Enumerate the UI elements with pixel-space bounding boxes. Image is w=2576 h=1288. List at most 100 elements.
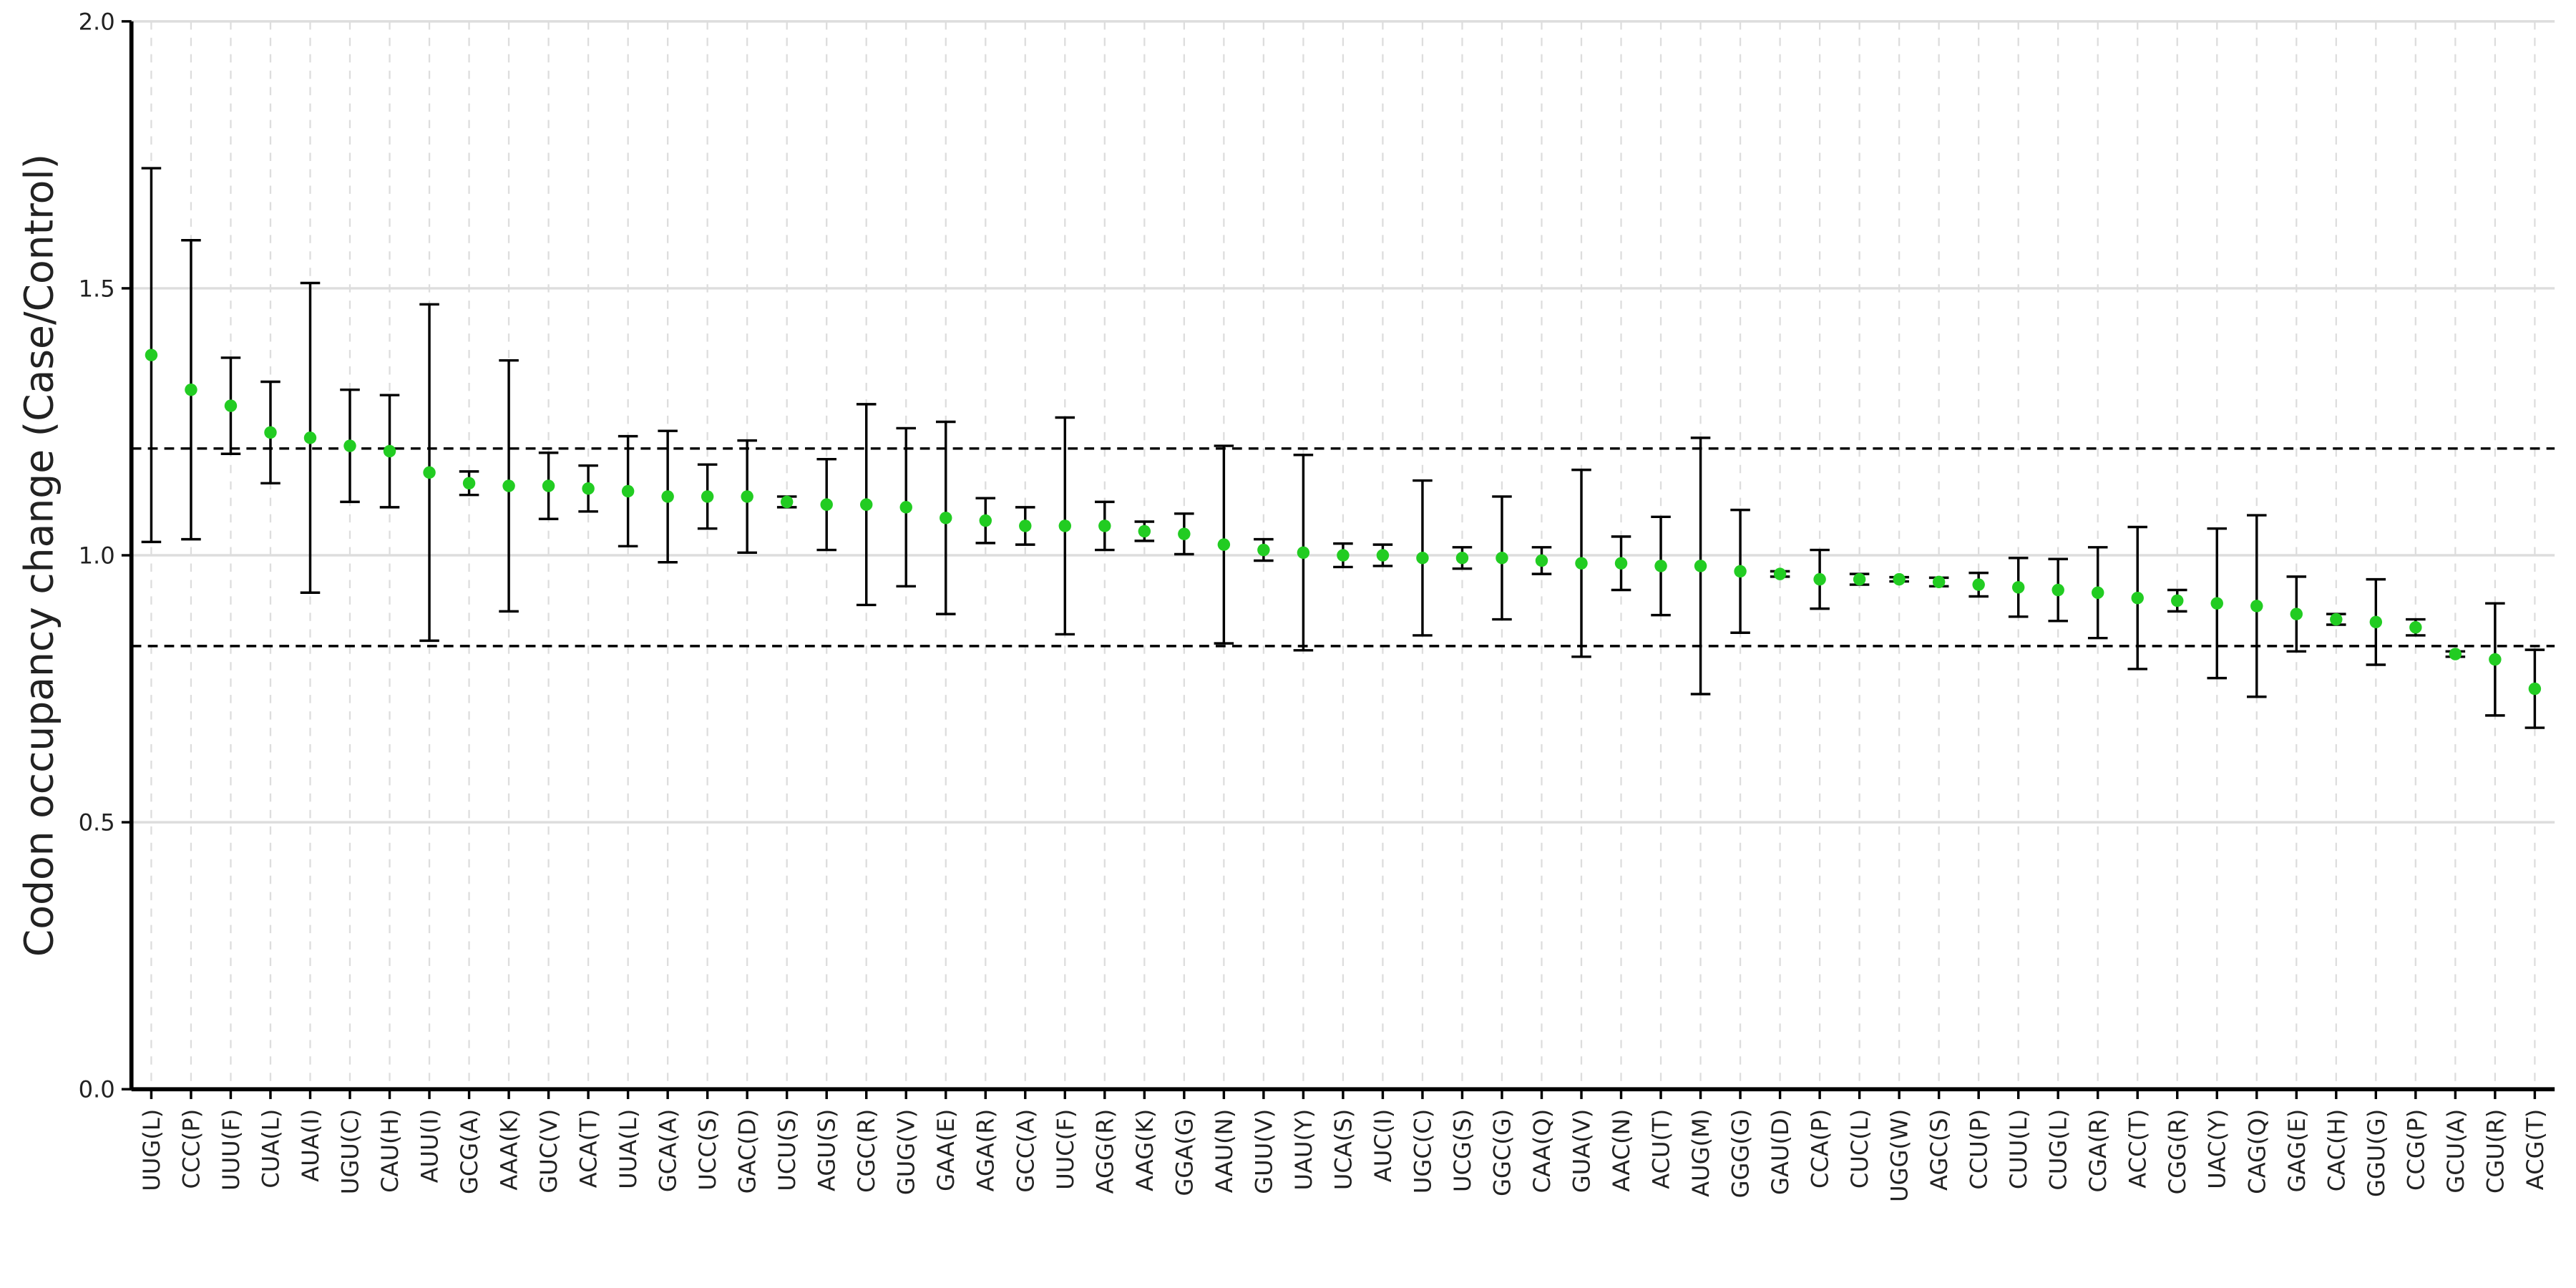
point	[859, 498, 873, 511]
point	[1058, 519, 1072, 532]
point	[423, 466, 436, 479]
x-tick-label: UCC(S)	[694, 1109, 721, 1191]
point	[2409, 621, 2422, 634]
x-tick-label: CCU(P)	[1966, 1109, 1993, 1190]
point	[343, 439, 356, 452]
point	[701, 490, 714, 503]
point	[1773, 567, 1787, 580]
point	[2051, 583, 2064, 597]
point	[2330, 613, 2343, 626]
x-tick-label: GGU(G)	[2363, 1109, 2390, 1197]
point	[582, 482, 595, 495]
point	[542, 479, 555, 492]
x-tick-label: CUA(L)	[257, 1109, 284, 1189]
point	[621, 484, 635, 498]
point	[940, 512, 952, 525]
point	[780, 495, 794, 509]
point	[502, 479, 515, 492]
point	[2210, 597, 2223, 610]
point	[979, 514, 992, 527]
x-tick-label: ACU(T)	[1648, 1109, 1675, 1189]
x-tick-label: CAG(Q)	[2243, 1109, 2270, 1194]
x-tick-label: UUA(L)	[615, 1109, 642, 1189]
point	[1932, 575, 1946, 589]
point	[1893, 572, 1906, 586]
x-tick-label: AGU(S)	[814, 1109, 841, 1191]
point	[1654, 560, 1667, 572]
y-tick-label: 1.0	[79, 542, 115, 570]
x-tick-label: GCU(A)	[2442, 1109, 2469, 1194]
x-tick-label: GCG(A)	[456, 1109, 483, 1194]
point	[1455, 552, 1469, 565]
y-tick-label: 2.0	[79, 8, 115, 35]
x-tick-label: AAU(N)	[1211, 1109, 1238, 1193]
x-tick-label: CUU(L)	[2005, 1109, 2032, 1189]
x-tick-label: CGU(R)	[2482, 1109, 2509, 1194]
point	[1297, 546, 1310, 560]
point	[2011, 581, 2025, 594]
point	[1813, 572, 1826, 586]
point	[264, 426, 277, 439]
point	[1734, 565, 1747, 578]
point	[1257, 543, 1270, 557]
x-tick-label: GCC(A)	[1012, 1109, 1039, 1193]
x-tick-label: CGG(R)	[2164, 1109, 2191, 1195]
point	[2489, 653, 2502, 666]
x-tick-label: GCA(A)	[655, 1109, 682, 1192]
x-tick-label: CGC(R)	[853, 1109, 880, 1193]
x-tick-label: AGG(R)	[1091, 1109, 1118, 1194]
point	[1376, 549, 1390, 562]
x-tick-label: AUG(M)	[1687, 1109, 1714, 1197]
point	[224, 399, 238, 412]
x-tick-label: AAG(K)	[1131, 1109, 1158, 1191]
point	[741, 490, 753, 503]
x-tick-label: UUC(F)	[1052, 1109, 1079, 1190]
x-tick-label: CAC(H)	[2323, 1109, 2350, 1192]
point	[2250, 600, 2263, 613]
point	[1535, 554, 1548, 567]
x-tick-label: UAU(Y)	[1290, 1109, 1317, 1191]
point	[185, 383, 197, 396]
x-tick-label: AUC(I)	[1370, 1109, 1397, 1182]
x-tick-label: CGA(R)	[2084, 1109, 2112, 1193]
x-tick-label: GGG(G)	[1727, 1109, 1755, 1199]
x-tick-label: ACA(T)	[575, 1109, 602, 1189]
x-tick-label: AUA(I)	[297, 1109, 324, 1182]
x-tick-label: AAC(N)	[1608, 1109, 1635, 1192]
x-tick-label: CUC(L)	[1846, 1109, 1873, 1189]
x-tick-label: ACC(T)	[2124, 1109, 2152, 1189]
point	[1337, 549, 1350, 562]
x-tick-label: GUG(V)	[893, 1109, 920, 1195]
point	[2171, 594, 2184, 608]
x-tick-label: AGA(R)	[972, 1109, 1000, 1192]
point	[1496, 552, 1508, 565]
x-tick-label: CUG(L)	[2045, 1109, 2072, 1191]
point	[145, 348, 158, 361]
x-tick-label: CCG(P)	[2402, 1109, 2429, 1191]
x-tick-label: ACG(T)	[2522, 1109, 2549, 1190]
x-tick-label: UGG(W)	[1886, 1109, 1913, 1202]
point	[1694, 560, 1707, 572]
x-tick-label: UUG(L)	[138, 1109, 165, 1191]
x-tick-label: UCA(S)	[1330, 1109, 1357, 1190]
x-tick-label: UGC(C)	[1409, 1109, 1436, 1194]
x-tick-label: GAG(E)	[2283, 1109, 2311, 1193]
x-tick-label: GGA(G)	[1171, 1109, 1198, 1196]
y-tick-label: 0.0	[79, 1076, 115, 1103]
point	[2369, 615, 2383, 629]
x-tick-label: UCU(S)	[774, 1109, 801, 1191]
point	[1853, 572, 1866, 586]
point	[661, 490, 674, 503]
x-tick-label: AAA(K)	[496, 1109, 523, 1191]
x-tick-label: CCA(P)	[1807, 1109, 1834, 1189]
point	[1416, 552, 1429, 565]
x-tick-label: CCC(P)	[177, 1109, 205, 1189]
x-tick-label: UGU(C)	[336, 1109, 364, 1194]
point	[2528, 682, 2542, 696]
y-tick-label: 0.5	[79, 809, 115, 836]
point	[820, 498, 833, 511]
y-tick-label: 1.5	[79, 275, 115, 302]
x-tick-label: GGC(G)	[1488, 1109, 1516, 1196]
point	[2290, 608, 2303, 620]
